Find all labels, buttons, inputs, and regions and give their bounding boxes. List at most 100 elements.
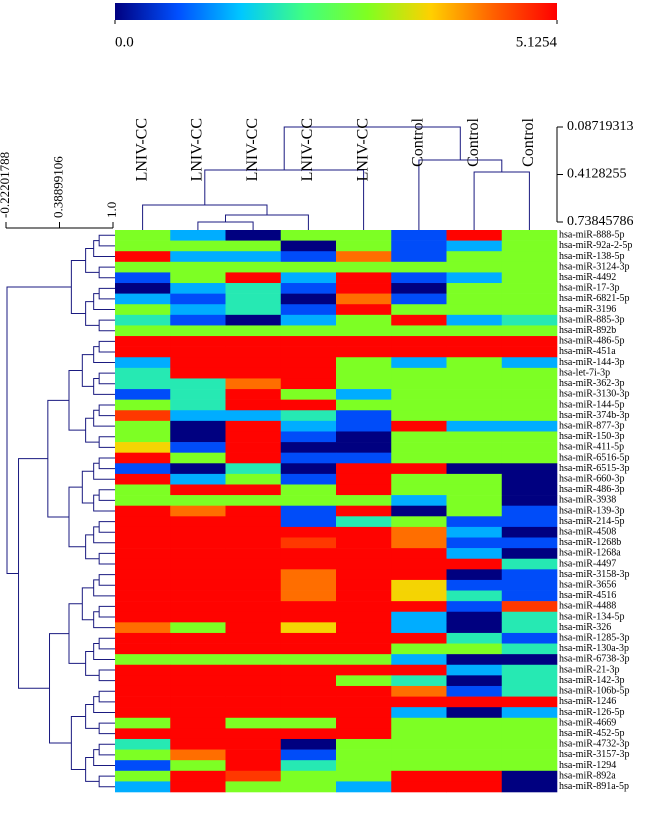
heatmap-cell	[225, 463, 282, 475]
dendrogram-tick-label: 1.0	[104, 202, 119, 218]
heatmap-cell	[501, 664, 558, 676]
heatmap-cell	[391, 717, 447, 729]
heatmap-cell	[225, 505, 282, 517]
heatmap-cell	[336, 304, 392, 316]
heatmap-cell	[501, 770, 558, 782]
heatmap-cell	[336, 601, 392, 613]
heatmap-cell	[170, 654, 226, 666]
row-label: hsa-miR-451a	[559, 346, 616, 357]
colorbar	[115, 3, 557, 20]
heatmap-cell	[225, 717, 282, 729]
heatmap-cell	[170, 760, 226, 772]
heatmap-cell	[225, 632, 282, 644]
heatmap-cell	[280, 611, 337, 623]
heatmap-cell	[501, 781, 558, 793]
heatmap-cell	[446, 442, 503, 453]
heatmap-cell	[446, 643, 503, 655]
heatmap-cell	[501, 516, 558, 528]
dendrogram-branch	[85, 301, 100, 326]
heatmap-cell	[336, 664, 392, 676]
heatmap-cell	[391, 336, 447, 347]
heatmap-cell	[225, 261, 282, 273]
heatmap-cell	[391, 272, 447, 284]
heatmap-cell	[280, 473, 337, 485]
heatmap-cell	[391, 707, 447, 719]
heatmap-cell	[280, 314, 337, 326]
heatmap-cell	[115, 579, 171, 591]
dendrogram-branch	[93, 293, 115, 311]
dendrogram-branch	[93, 526, 115, 544]
heatmap-cell	[225, 357, 282, 369]
heatmap-cell	[115, 314, 171, 326]
heatmap-cell	[225, 622, 282, 634]
heatmap-cell	[280, 346, 337, 358]
dendrogram-branch	[93, 749, 115, 766]
heatmap-cell	[336, 261, 392, 273]
row-label: hsa-miR-4497	[559, 558, 616, 569]
heatmap-cell	[501, 526, 558, 538]
heatmap-cell	[115, 601, 171, 613]
heatmap-cell	[501, 357, 558, 369]
heatmap-cell	[280, 420, 337, 432]
heatmap-cell	[336, 230, 392, 241]
heatmap-cell	[446, 685, 503, 697]
heatmap-cell	[336, 442, 392, 453]
column-label: LNIV-CC	[299, 118, 316, 181]
row-label: hsa-miR-6515-3p	[559, 463, 630, 474]
dendrogram-branch	[6, 286, 72, 574]
heatmap-cell	[280, 548, 337, 560]
heatmap-cell	[280, 760, 337, 772]
heatmap-cell	[170, 579, 226, 591]
heatmap-cell	[280, 685, 337, 697]
column-label: LNIV-CC	[244, 118, 261, 181]
heatmap-cell	[336, 770, 392, 782]
row-label: hsa-miR-486-5p	[559, 336, 625, 347]
heatmap-cell	[225, 251, 282, 263]
heatmap-cell	[225, 675, 282, 687]
heatmap-cell	[280, 240, 337, 252]
heatmap-cell	[115, 399, 171, 411]
heatmap-cell	[115, 357, 171, 369]
heatmap-cell	[280, 654, 337, 666]
heatmap-cell	[446, 632, 503, 644]
heatmap-cell	[170, 537, 226, 549]
heatmap-cell	[280, 558, 337, 570]
heatmap-cell	[446, 749, 503, 761]
heatmap-cell	[115, 325, 171, 337]
heatmap-cell	[446, 505, 503, 517]
heatmap-cell	[225, 643, 282, 655]
heatmap-cell	[446, 399, 503, 411]
heatmap-cell	[170, 781, 226, 793]
column-dendrogram	[142, 126, 530, 230]
dendrogram-tick-label: 0.08719313	[567, 119, 634, 134]
heatmap-cell	[446, 389, 503, 400]
heatmap-cell	[446, 325, 503, 337]
heatmap-cell	[225, 579, 282, 591]
dendrogram-branch	[68, 603, 86, 664]
heatmap-cell	[280, 399, 337, 411]
row-label: hsa-miR-4732-3p	[559, 739, 630, 750]
dendrogram-branch	[93, 377, 115, 395]
heatmap-cell	[225, 770, 282, 782]
dendrogram-branch	[98, 743, 115, 756]
heatmap-cell	[336, 484, 392, 496]
heatmap-cell	[280, 579, 337, 591]
heatmap-cell	[336, 357, 392, 369]
heatmap-cell	[391, 473, 447, 485]
heatmap-cell	[446, 526, 503, 538]
heatmap-cell	[446, 675, 503, 687]
dendrogram-branch	[85, 704, 100, 729]
heatmap-cell	[225, 749, 282, 761]
heatmap-cell	[501, 314, 558, 326]
dendrogram-branch	[142, 204, 268, 230]
heatmap-cell	[391, 230, 447, 241]
heatmap-cell	[446, 696, 503, 708]
heatmap-cell	[170, 770, 226, 782]
row-label: hsa-miR-362-3p	[559, 378, 625, 389]
heatmap-cell	[280, 272, 337, 284]
heatmap-cell	[225, 548, 282, 560]
heatmap-cell	[280, 601, 337, 613]
heatmap-cell	[336, 420, 392, 432]
heatmap-cell	[501, 590, 558, 602]
heatmap-cell	[336, 293, 392, 305]
